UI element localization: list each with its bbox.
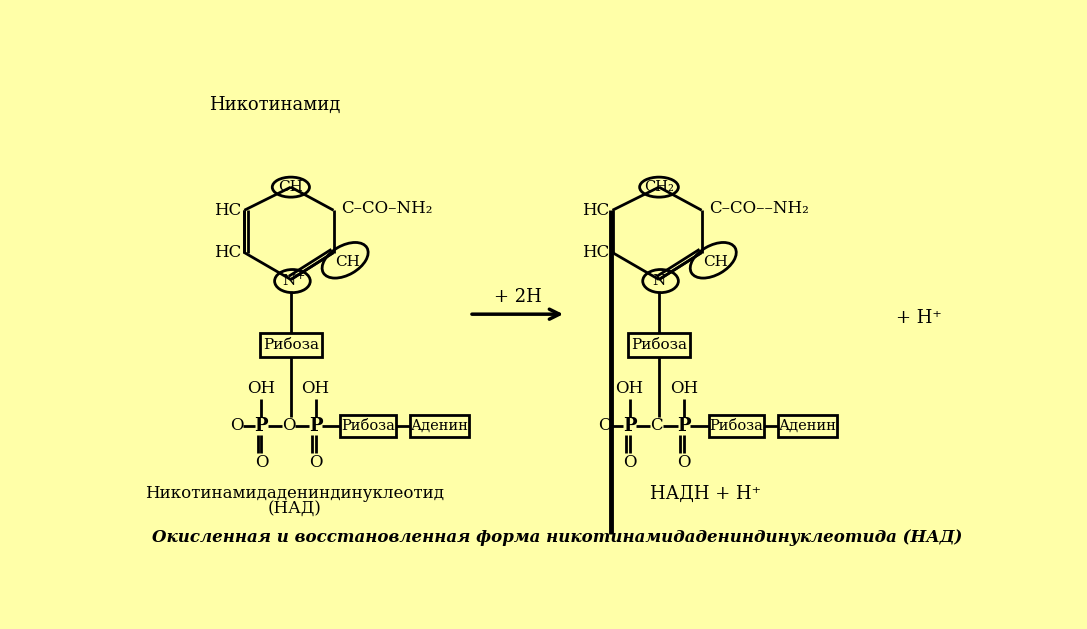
- Ellipse shape: [642, 269, 678, 292]
- Bar: [340, 415, 397, 437]
- Text: + 2H: + 2H: [493, 288, 541, 306]
- Bar: [410, 415, 470, 437]
- Text: Рибоза: Рибоза: [630, 338, 687, 352]
- Text: HC: HC: [582, 202, 609, 219]
- Text: (НАД): (НАД): [267, 501, 322, 518]
- Text: O: O: [598, 417, 612, 435]
- Bar: [260, 333, 322, 357]
- Text: O: O: [677, 454, 690, 471]
- Text: HC: HC: [582, 244, 609, 261]
- Text: P: P: [677, 417, 690, 435]
- Ellipse shape: [275, 269, 310, 292]
- Text: P: P: [309, 417, 323, 435]
- Text: Рибоза: Рибоза: [263, 338, 318, 352]
- Text: O: O: [254, 454, 268, 471]
- Text: O: O: [282, 417, 296, 435]
- Text: Рибоза: Рибоза: [710, 419, 763, 433]
- Text: Аденин: Аденин: [778, 419, 837, 433]
- Text: OH: OH: [248, 381, 275, 398]
- Text: Никотинамид: Никотинамид: [210, 96, 341, 114]
- Text: P: P: [623, 417, 636, 435]
- Text: P: P: [254, 417, 268, 435]
- Text: Аденин: Аденин: [411, 419, 468, 433]
- Text: CH: CH: [278, 180, 303, 194]
- Text: C: C: [650, 417, 663, 435]
- Text: CH₂: CH₂: [645, 180, 674, 194]
- Bar: [778, 415, 837, 437]
- Text: Окисленная и восстановленная форма никотинамидадениндинуклеотида (НАД): Окисленная и восстановленная форма никот…: [151, 529, 962, 546]
- Text: + H⁺: + H⁺: [896, 309, 941, 327]
- Text: C–CO––NH₂: C–CO––NH₂: [710, 200, 809, 217]
- Text: O: O: [229, 417, 243, 435]
- Text: N: N: [283, 274, 296, 288]
- Bar: [709, 415, 764, 437]
- Text: Никотинамидадениндинуклеотид: Никотинамидадениндинуклеотид: [146, 485, 445, 502]
- Text: Рибоза: Рибоза: [341, 419, 396, 433]
- Text: OH: OH: [670, 381, 698, 398]
- Text: OH: OH: [301, 381, 329, 398]
- Bar: [628, 333, 690, 357]
- Text: +: +: [296, 270, 304, 281]
- Text: C–CO–NH₂: C–CO–NH₂: [341, 200, 433, 217]
- Ellipse shape: [322, 242, 368, 278]
- Ellipse shape: [272, 177, 310, 197]
- Text: OH: OH: [615, 381, 644, 398]
- Text: НАДН + Н⁺: НАДН + Н⁺: [650, 484, 761, 503]
- Text: HC: HC: [214, 244, 241, 261]
- Ellipse shape: [639, 177, 678, 197]
- Text: HC: HC: [214, 202, 241, 219]
- Ellipse shape: [690, 242, 736, 278]
- Text: N: N: [652, 274, 665, 288]
- Text: O: O: [623, 454, 636, 471]
- Text: CH: CH: [703, 255, 728, 269]
- Text: CH: CH: [335, 255, 360, 269]
- Text: O: O: [309, 454, 323, 471]
